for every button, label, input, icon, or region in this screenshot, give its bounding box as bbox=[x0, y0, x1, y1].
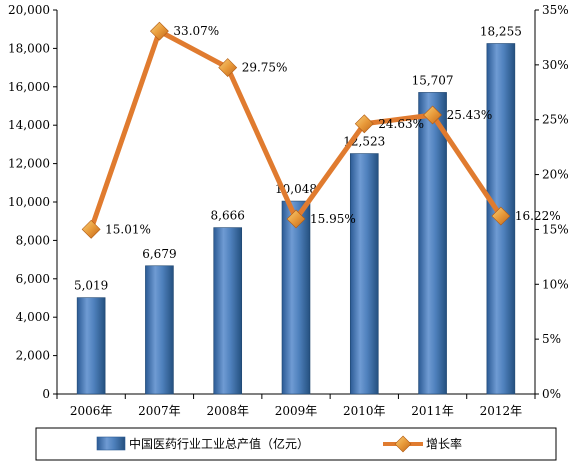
legend: 中国医药行业工业总产值（亿元） 增长率 bbox=[35, 427, 557, 461]
growth-data-label: 25.43% bbox=[447, 108, 493, 122]
growth-data-label: 33.07% bbox=[173, 24, 219, 38]
x-tick-label: 2011年 bbox=[411, 404, 454, 418]
y-right-tick-label: 35% bbox=[542, 3, 569, 17]
growth-data-label: 24.63% bbox=[378, 117, 424, 131]
y-left-tick-label: 18,000 bbox=[8, 41, 50, 55]
y-right-tick-label: 30% bbox=[542, 58, 569, 72]
bar bbox=[76, 297, 106, 395]
y-left-tick-label: 20,000 bbox=[8, 3, 50, 17]
growth-point bbox=[150, 21, 169, 41]
y-left-tick-label: 16,000 bbox=[8, 80, 50, 94]
y-right-tick-label: 20% bbox=[542, 168, 569, 182]
y-left-tick-label: 14,000 bbox=[8, 118, 50, 132]
growth-data-label: 15.95% bbox=[310, 212, 356, 226]
y-left-tick-label: 8,000 bbox=[16, 233, 50, 247]
bar bbox=[349, 153, 379, 395]
y-left-tick-label: 6,000 bbox=[16, 272, 50, 286]
bar-data-label: 15,707 bbox=[412, 73, 454, 87]
legend-label-output: 中国医药行业工业总产值（亿元） bbox=[129, 436, 309, 451]
y-left-tick-label: 2,000 bbox=[16, 349, 50, 363]
bar-data-label: 18,255 bbox=[480, 25, 522, 39]
bar bbox=[145, 265, 174, 395]
bar-data-label: 5,019 bbox=[74, 279, 108, 293]
bar bbox=[213, 227, 243, 395]
x-tick-label: 2008年 bbox=[206, 404, 249, 418]
y-left-tick-label: 0 bbox=[42, 387, 50, 401]
x-tick-label: 2010年 bbox=[343, 404, 386, 418]
y-left-tick-label: 4,000 bbox=[16, 310, 50, 324]
legend-bar-swatch bbox=[96, 436, 126, 451]
plot-area: 0 2,000 4,000 6,000 8,000 10,000 12,000 14,000 1… bbox=[8, 3, 569, 418]
growth-data-label: 29.75% bbox=[242, 61, 288, 75]
growth-point bbox=[81, 219, 101, 239]
x-tick-label: 2007年 bbox=[138, 404, 181, 418]
y-left-tick-label: 10,000 bbox=[8, 195, 50, 209]
growth-point bbox=[491, 206, 511, 226]
y-left-tick-label: 12,000 bbox=[8, 157, 50, 171]
growth-point bbox=[423, 105, 442, 125]
x-tick-label: 2012年 bbox=[480, 404, 523, 418]
y-right-tick-label: 0% bbox=[542, 387, 561, 401]
legend-label-growth: 增长率 bbox=[426, 436, 462, 451]
bar-data-label: 8,666 bbox=[211, 209, 245, 223]
growth-point bbox=[218, 58, 238, 78]
growth-data-label: 15.01% bbox=[105, 222, 151, 236]
x-tick-label: 2009年 bbox=[275, 404, 318, 418]
y-right-tick-label: 5% bbox=[542, 332, 561, 346]
bar bbox=[418, 92, 447, 395]
y-right-tick-label: 10% bbox=[542, 277, 569, 291]
y-right-tick-label: 15% bbox=[542, 222, 569, 236]
x-tick-label: 2006年 bbox=[70, 404, 113, 418]
growth-data-label: 16.22% bbox=[515, 209, 561, 223]
bar bbox=[281, 200, 311, 395]
growth-point bbox=[354, 114, 374, 134]
growth-point bbox=[286, 209, 306, 229]
y-right-tick-label: 25% bbox=[542, 113, 569, 127]
bar-data-label: 6,679 bbox=[142, 247, 176, 261]
legend-diamond-marker bbox=[394, 435, 412, 453]
